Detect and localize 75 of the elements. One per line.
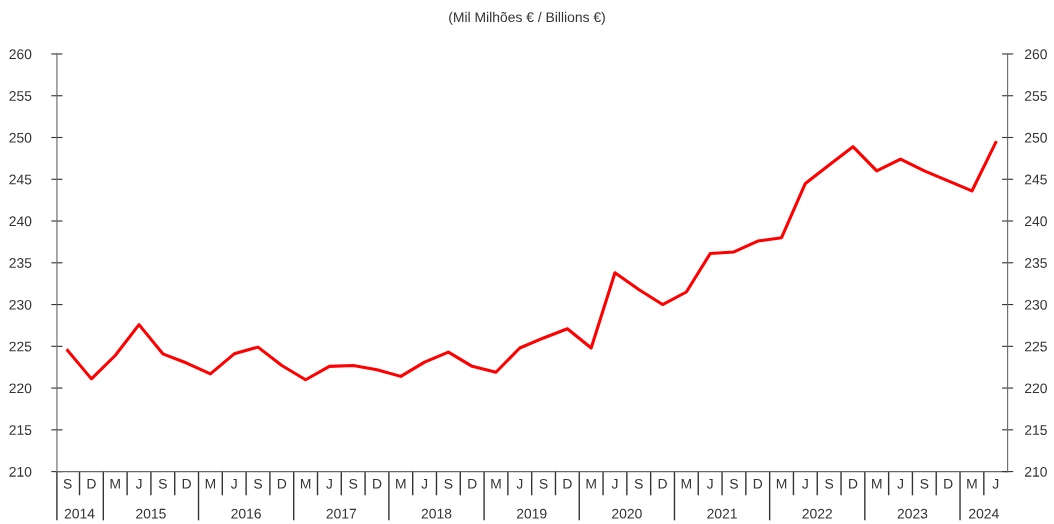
x-tick-label: M xyxy=(967,479,977,489)
x-tick-label: M xyxy=(681,479,691,489)
x-tick-label: D xyxy=(563,479,572,489)
y-tick-label: 215 xyxy=(9,425,32,436)
x-tick-label: M xyxy=(586,479,596,489)
x-tick-label: S xyxy=(63,478,72,489)
x-tick-label: S xyxy=(634,478,643,489)
y2-tick-label: 250 xyxy=(1024,132,1047,143)
x-tick-label: D xyxy=(468,479,477,489)
text: 2015 xyxy=(136,508,166,519)
y-tick-label: 230 xyxy=(9,299,32,310)
x-tick-label: M xyxy=(300,479,311,489)
x-tick-label: J xyxy=(706,479,713,489)
text: 2022 xyxy=(802,508,832,519)
x-tick-label: M xyxy=(872,479,882,489)
y-tick-label: 255 xyxy=(9,91,32,101)
text: 2021 xyxy=(707,508,737,519)
x-tick-label: S xyxy=(158,478,167,489)
x-tick-label: S xyxy=(539,478,548,489)
x-tick-label: M xyxy=(205,479,216,489)
text: 2019 xyxy=(516,508,547,519)
y-tick-label: 235 xyxy=(9,258,32,268)
x-tick-label: M xyxy=(491,479,501,489)
x-tick-label: D xyxy=(849,479,858,489)
x-tick-label: J xyxy=(611,479,618,489)
x-tick-label: J xyxy=(421,479,428,489)
x-tick-label: J xyxy=(326,479,332,489)
x-tick-label: D xyxy=(373,479,382,489)
y2-tick-label: 255 xyxy=(1024,91,1047,101)
y-tick-label: 210 xyxy=(9,466,32,477)
text: 2023 xyxy=(897,508,928,519)
x-tick-label: D xyxy=(753,479,763,489)
y-tick-label: 260 xyxy=(9,49,32,60)
x-tick-label: S xyxy=(729,478,738,489)
x-tick-label: J xyxy=(516,479,523,489)
x-tick-label: D xyxy=(87,479,96,489)
y2-tick-label: 215 xyxy=(1024,425,1047,436)
x-tick-label: J xyxy=(135,479,142,489)
y-tick-label: 220 xyxy=(9,383,32,394)
x-tick-label: M xyxy=(110,479,120,489)
x-tick-label: D xyxy=(182,479,191,489)
x-tick-label: J xyxy=(897,479,903,489)
x-tick-label: S xyxy=(254,478,262,489)
x-tick-label: J xyxy=(992,479,999,489)
x-tick-label: D xyxy=(277,479,287,489)
y2-tick-label: 210 xyxy=(1024,466,1047,477)
y2-tick-label: 240 xyxy=(1024,216,1047,227)
text: 2020 xyxy=(612,508,642,519)
y-tick-label: 225 xyxy=(9,341,32,352)
y2-tick-label: 245 xyxy=(1024,174,1047,185)
y-tick-label: 250 xyxy=(9,132,32,143)
y-tick-label: 245 xyxy=(9,174,32,185)
x-tick-label: S xyxy=(349,478,358,489)
x-tick-label: D xyxy=(944,479,953,489)
y2-tick-label: 225 xyxy=(1024,341,1047,352)
x-tick-label: S xyxy=(920,478,929,489)
x-tick-label: M xyxy=(776,479,787,489)
y2-tick-label: 235 xyxy=(1024,258,1047,268)
x-tick-label: J xyxy=(230,479,237,489)
x-tick-label: D xyxy=(658,479,667,489)
x-tick-label: S xyxy=(825,478,834,489)
y2-tick-label: 230 xyxy=(1024,299,1047,310)
text: 2018 xyxy=(421,508,452,519)
x-tick-label: J xyxy=(802,479,808,489)
text: 2017 xyxy=(326,508,357,519)
line-series xyxy=(66,140,998,382)
text: 2024 xyxy=(969,508,999,519)
y-tick-label: 240 xyxy=(9,216,32,227)
y2-tick-label: 220 xyxy=(1024,383,1047,394)
chart-title: (Mil Milhões € / Billions €) xyxy=(449,11,605,25)
x-tick-label: M xyxy=(396,479,406,489)
text: 2016 xyxy=(231,508,261,519)
y2-tick-label: 260 xyxy=(1024,49,1047,60)
text: 2014 xyxy=(64,508,95,519)
x-tick-label: S xyxy=(444,478,453,489)
